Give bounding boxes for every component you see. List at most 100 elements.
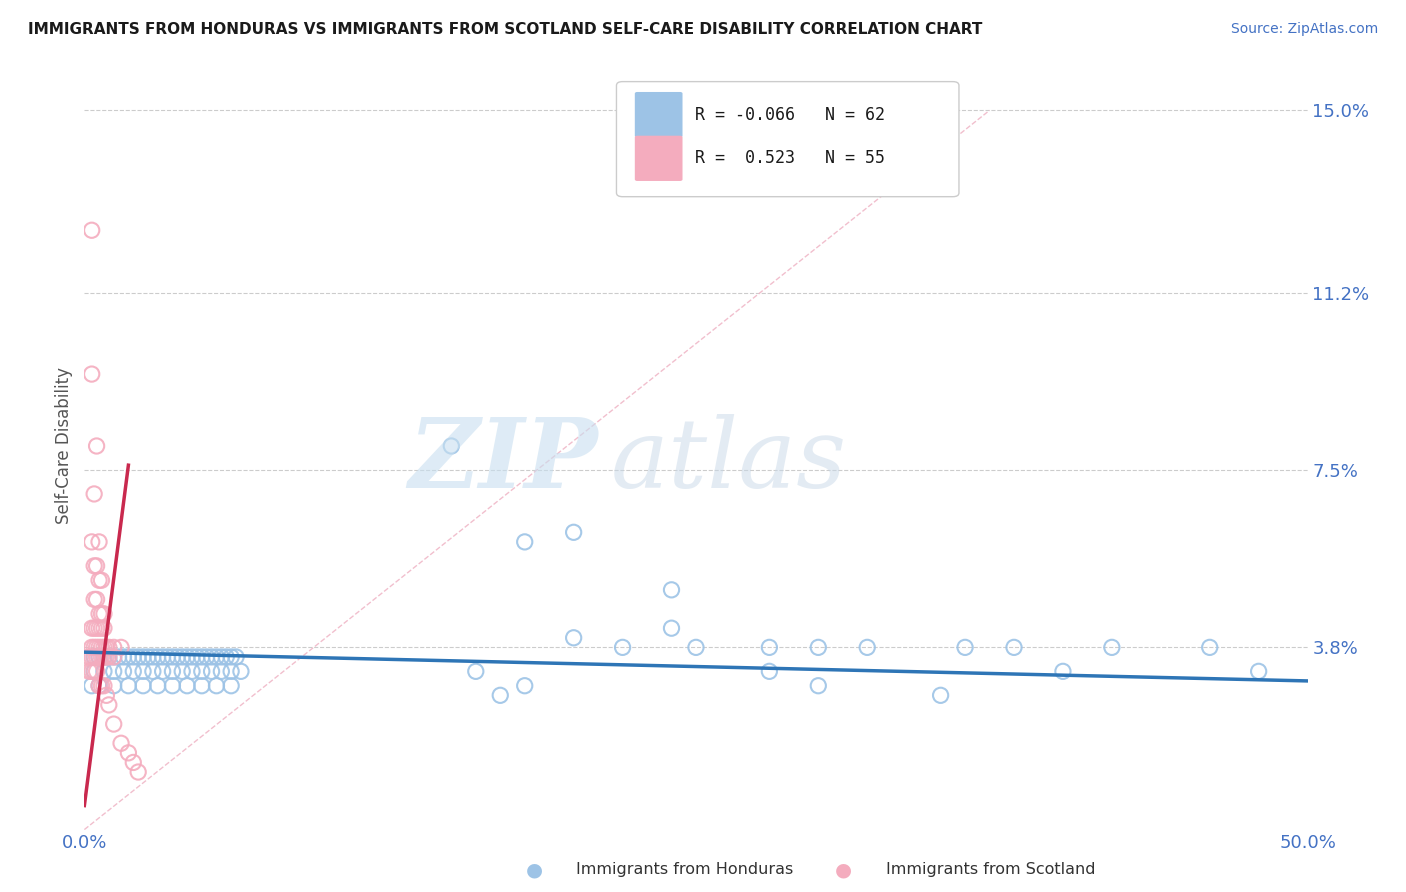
Point: [96, 649, 118, 664]
Point: [142, 649, 165, 664]
Point: [107, 649, 129, 664]
Point: [661, 582, 683, 597]
Point: [87, 607, 110, 621]
Point: [83, 487, 105, 501]
Point: [83, 592, 105, 607]
Point: [90, 649, 112, 664]
Point: [132, 649, 155, 664]
Point: [464, 665, 486, 679]
Text: R =  0.523   N = 55: R = 0.523 N = 55: [695, 149, 884, 168]
Point: [513, 535, 536, 549]
Point: [205, 649, 228, 664]
Point: [112, 665, 135, 679]
Point: [80, 665, 103, 679]
Point: [513, 679, 536, 693]
Point: [166, 649, 188, 664]
Point: [103, 679, 125, 693]
Point: [87, 573, 110, 587]
Point: [200, 649, 222, 664]
Point: [219, 665, 242, 679]
Point: [83, 649, 105, 664]
Point: [489, 689, 512, 703]
Point: [117, 649, 139, 664]
Point: [97, 649, 120, 664]
Point: [103, 649, 125, 664]
FancyBboxPatch shape: [636, 136, 682, 181]
Point: [127, 649, 149, 664]
Point: [181, 649, 204, 664]
Point: [112, 649, 135, 664]
Point: [562, 525, 585, 540]
Point: [97, 649, 120, 664]
Point: [132, 665, 155, 679]
Point: [929, 689, 952, 703]
Point: [83, 665, 105, 679]
Point: [93, 665, 115, 679]
Point: [80, 223, 103, 237]
Point: [152, 665, 174, 679]
Text: Immigrants from Scotland: Immigrants from Scotland: [886, 863, 1095, 877]
Point: [80, 621, 103, 635]
Point: [87, 649, 110, 664]
Point: [90, 640, 112, 655]
Point: [87, 640, 110, 655]
Point: [215, 649, 238, 664]
Point: [200, 665, 222, 679]
Point: [110, 736, 132, 750]
Point: [146, 679, 169, 693]
Point: [80, 535, 103, 549]
Point: [117, 679, 139, 693]
Point: [83, 649, 105, 664]
Point: [807, 679, 830, 693]
Point: [181, 665, 204, 679]
Point: [136, 649, 159, 664]
Point: [229, 665, 252, 679]
Point: [103, 665, 125, 679]
Point: [87, 679, 110, 693]
Text: Source: ZipAtlas.com: Source: ZipAtlas.com: [1230, 22, 1378, 37]
Point: [807, 640, 830, 655]
Point: [80, 367, 103, 381]
Point: [146, 649, 169, 664]
Point: [953, 640, 976, 655]
Point: [110, 640, 132, 655]
Text: ●: ●: [526, 860, 543, 880]
Point: [87, 535, 110, 549]
Point: [86, 592, 108, 607]
Point: [90, 679, 112, 693]
Point: [97, 698, 120, 712]
Point: [80, 640, 103, 655]
Point: [156, 649, 179, 664]
Point: [162, 665, 184, 679]
Point: [80, 649, 103, 664]
Point: [83, 665, 105, 679]
Point: [93, 649, 115, 664]
FancyBboxPatch shape: [636, 92, 682, 137]
Point: [90, 573, 112, 587]
Point: [152, 649, 174, 664]
Point: [172, 665, 194, 679]
Point: [103, 640, 125, 655]
Point: [685, 640, 707, 655]
Point: [77, 665, 100, 679]
Point: [661, 621, 683, 635]
Point: [93, 679, 115, 693]
Y-axis label: Self-Care Disability: Self-Care Disability: [55, 368, 73, 524]
Point: [142, 665, 165, 679]
Point: [856, 640, 879, 655]
Point: [122, 665, 145, 679]
Point: [86, 665, 108, 679]
Point: [758, 665, 780, 679]
Point: [80, 679, 103, 693]
Point: [1247, 665, 1270, 679]
Point: [83, 621, 105, 635]
Point: [612, 640, 634, 655]
Point: [758, 640, 780, 655]
Point: [93, 621, 115, 635]
Text: Immigrants from Honduras: Immigrants from Honduras: [576, 863, 794, 877]
Point: [86, 621, 108, 635]
Point: [191, 679, 214, 693]
Point: [1198, 640, 1220, 655]
Point: [209, 649, 232, 664]
Point: [440, 439, 463, 453]
